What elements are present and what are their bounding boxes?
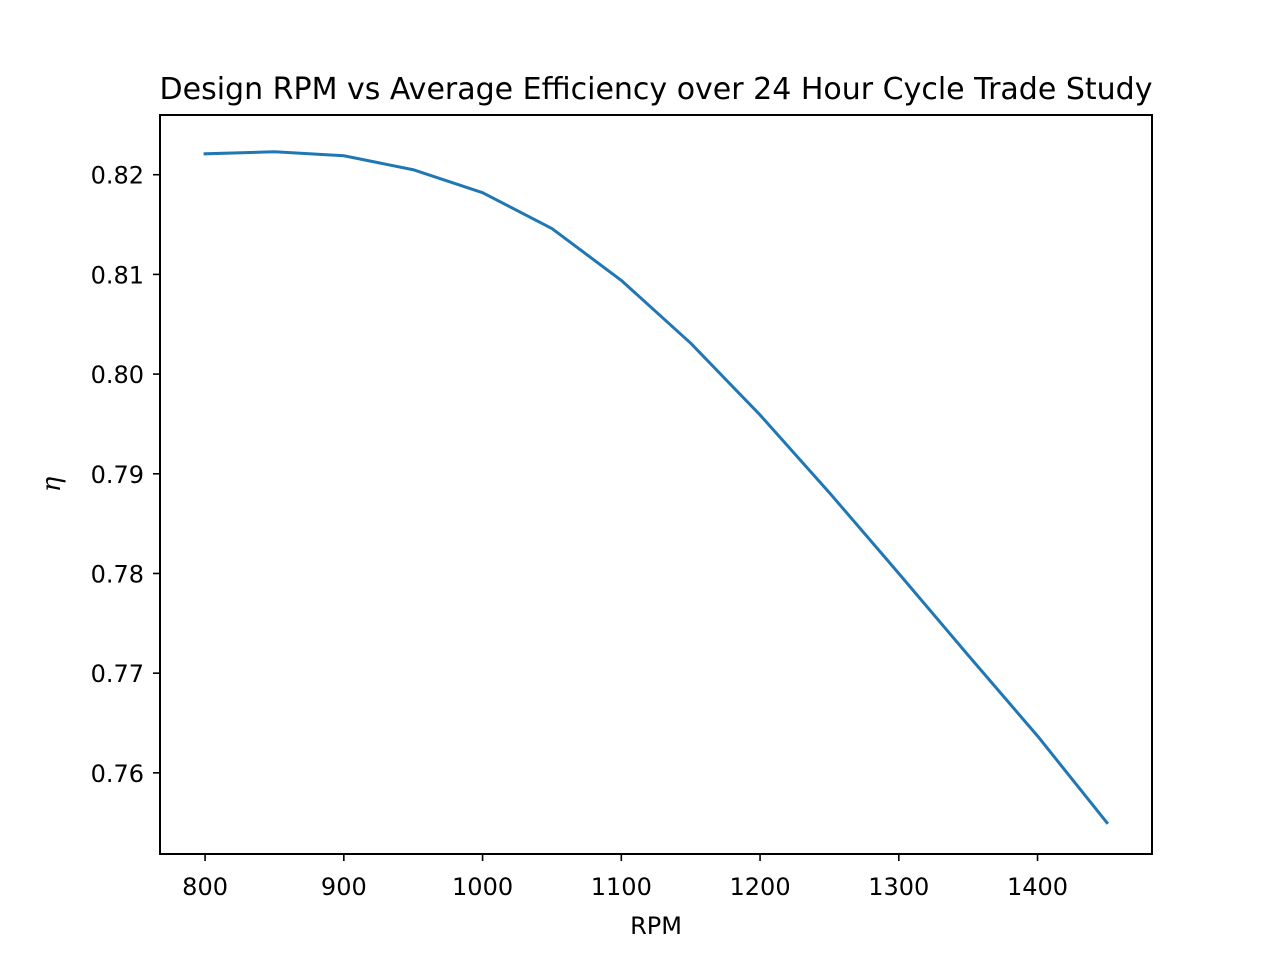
chart-title: Design RPM vs Average Efficiency over 24… [160,72,1153,107]
plot-area [203,150,1110,825]
y-tick-label: 0.77 [91,660,144,688]
series-line-0 [203,150,1110,825]
x-axis-label: RPM [630,912,682,940]
x-tick-label: 1300 [868,873,929,901]
x-tick-label: 1400 [1007,873,1068,901]
x-tick-label: 1200 [730,873,791,901]
axes-frame [159,114,1153,855]
x-tick-label: 800 [182,873,228,901]
x-tick-label: 900 [321,873,367,901]
y-axis: 0.76 0.77 0.78 0.79 0.80 0.81 0.82 [91,162,160,788]
y-tick-label: 0.79 [91,461,144,489]
x-tick-label: 1100 [591,873,652,901]
x-axis: 800 900 1000 1100 1200 1300 1400 [182,854,1068,901]
y-axis-label: η [37,476,67,492]
y-tick-label: 0.78 [91,560,144,588]
y-tick-label: 0.81 [91,261,144,289]
y-tick-label: 0.82 [91,162,144,190]
y-tick-label: 0.76 [91,760,144,788]
y-tick-label: 0.80 [91,361,144,389]
x-tick-label: 1000 [452,873,513,901]
